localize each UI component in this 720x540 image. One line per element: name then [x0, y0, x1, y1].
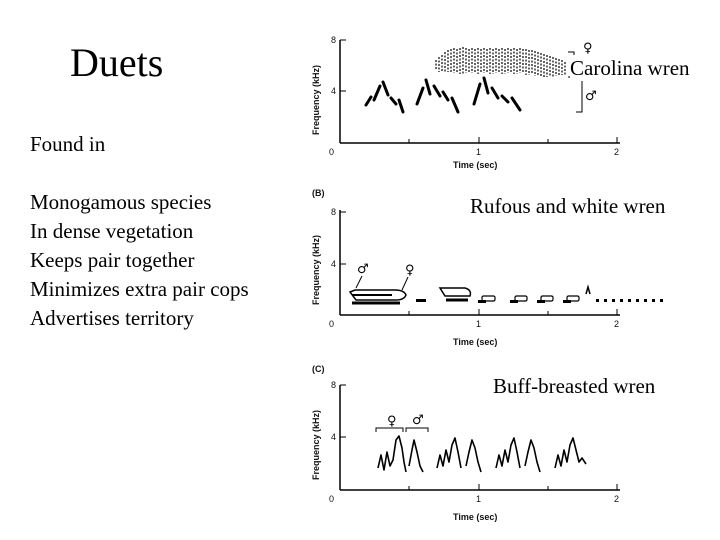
male-symbol-icon: ♂ [357, 262, 369, 277]
pointer-line [355, 275, 363, 289]
bullet-item: In dense vegetation [30, 219, 194, 243]
species-label-buff-breasted-wren: Buff-breasted wren [493, 373, 656, 399]
y-tick-label: 0 [329, 494, 334, 504]
pointer-line [401, 276, 409, 291]
species-label-rufous-and-white-wren: Rufous and white wren [470, 193, 666, 219]
x-axis-label: Time (sec) [453, 337, 497, 347]
bullet-item: Monogamous species [30, 190, 212, 214]
female-bracket [375, 427, 404, 432]
y-tick-label: 4 [331, 432, 336, 442]
song-notes [377, 435, 587, 473]
x-axis-label: Time (sec) [453, 160, 497, 170]
spectrogram-panel-b: (B) 8 4 0 1 2 Frequency (kHz) Time (sec) [311, 188, 663, 347]
found-in-heading: Found in [30, 132, 106, 156]
x-tick-label: 1 [476, 494, 481, 504]
bullet-list: Monogamous species In dense vegetation K… [30, 188, 249, 333]
y-tick-label: 8 [331, 35, 336, 45]
bullet-item: Keeps pair together [30, 248, 195, 272]
panel-letter: (C) [312, 364, 325, 374]
y-tick-label: 4 [331, 259, 336, 269]
spectrogram-panel-c: (C) 8 4 0 1 2 Frequency (kHz) Time (sec)… [311, 364, 620, 522]
x-tick-label: 1 [476, 319, 481, 329]
male-symbol-icon: ♂ [585, 89, 597, 104]
female-symbol-icon: ♀ [405, 263, 415, 278]
y-tick-label: 0 [329, 147, 334, 157]
panel-letter: (B) [312, 188, 325, 198]
x-tick-label: 2 [614, 319, 619, 329]
x-tick-label: 2 [614, 147, 619, 157]
x-tick-label: 2 [614, 494, 619, 504]
bullet-item: Advertises territory [30, 306, 194, 330]
y-tick-label: 4 [331, 86, 336, 96]
female-symbol-icon: ♀ [583, 41, 593, 56]
y-tick-label: 8 [331, 380, 336, 390]
male-bracket [405, 427, 429, 432]
y-tick-label: 8 [331, 207, 336, 217]
x-tick-label: 1 [476, 147, 481, 157]
male-bracket [576, 79, 583, 113]
female-symbol-icon: ♀ [387, 414, 397, 429]
y-axis-label: Frequency (kHz) [311, 65, 321, 135]
x-axis-label: Time (sec) [453, 512, 497, 522]
bullet-item: Minimizes extra pair cops [30, 277, 249, 301]
trailing-dots [596, 299, 663, 302]
y-axis-label: Frequency (kHz) [311, 235, 321, 305]
y-axis-label: Frequency (kHz) [311, 410, 321, 480]
male-song-notes [364, 76, 522, 114]
song-notes [348, 284, 591, 305]
y-tick-label: 0 [329, 319, 334, 329]
male-symbol-icon: ♂ [412, 413, 424, 428]
slide-title: Duets [70, 40, 164, 85]
spectrogram-panel-a: 8 4 0 1 2 Frequency (kHz) Time (sec) ♀ ♂ [311, 35, 620, 170]
species-label-carolina-wren: Carolina wren [570, 55, 690, 81]
female-song-notes [435, 47, 566, 77]
